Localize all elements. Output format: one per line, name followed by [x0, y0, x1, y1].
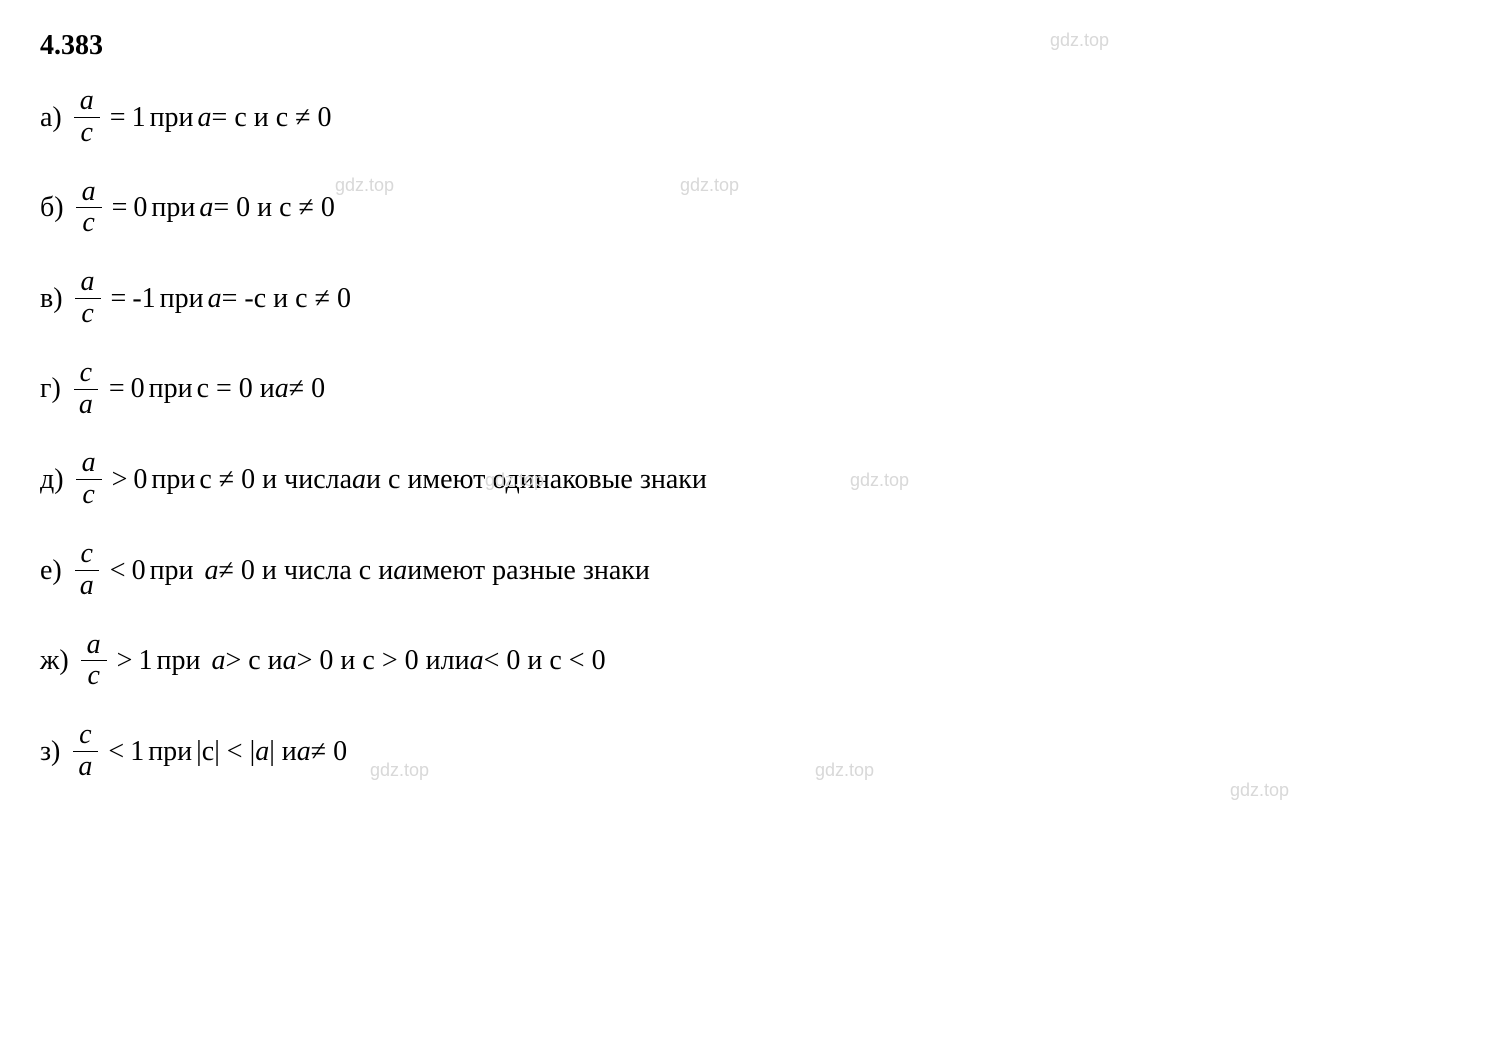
item-label-z: з)	[40, 732, 60, 771]
condition-word: при	[151, 188, 195, 227]
relation: <	[110, 551, 126, 590]
item-label-v: в)	[40, 279, 63, 318]
cond-p3: < 0 и с < 0	[484, 641, 606, 680]
cond-plain: с = 0 и	[197, 369, 275, 408]
cond-rest: = -с и с ≠ 0	[222, 279, 351, 318]
item-label-d: д)	[40, 460, 64, 499]
item-label-g: г)	[40, 369, 61, 408]
item-d: д) a с > 0 при с ≠ 0 и числа a и с имеют…	[40, 448, 1459, 511]
item-zh: ж) a с > 1 при a > с и a > 0 и с > 0 или…	[40, 630, 1459, 693]
condition-word: при	[160, 279, 204, 318]
value: 0	[133, 188, 147, 227]
cond-p2: и с имеют одинаковые знаки	[366, 460, 707, 499]
frac-den: с	[76, 208, 100, 239]
cond-p1: > с и	[225, 641, 282, 680]
frac-num: с	[74, 358, 98, 390]
cond-rest: = с и с ≠ 0	[212, 98, 332, 137]
cond-var: a	[199, 188, 213, 227]
cond-var: a	[208, 279, 222, 318]
frac-num: с	[75, 539, 99, 571]
cond-var0: a	[205, 551, 219, 590]
item-v: в) a с = -1 при a = -с и с ≠ 0	[40, 267, 1459, 330]
frac-num: a	[81, 630, 107, 662]
cond-p2: ≠ 0	[311, 732, 347, 771]
frac-den: a	[73, 390, 99, 421]
fraction-z: с a	[72, 720, 98, 783]
value: 1	[132, 98, 146, 137]
relation: >	[117, 641, 133, 680]
item-z: з) с a < 1 при |с| < | a | и a ≠ 0	[40, 720, 1459, 783]
fraction-zh: a с	[81, 630, 107, 693]
condition-word: при	[149, 369, 193, 408]
value: 1	[130, 732, 144, 771]
frac-den: с	[75, 299, 99, 330]
cond-p2: имеют разные знаки	[407, 551, 650, 590]
cond-abs1: |с| < |	[196, 732, 255, 771]
cond-var1: a	[297, 732, 311, 771]
watermark: gdz.top	[1230, 780, 1289, 801]
item-label-zh: ж)	[40, 641, 69, 680]
frac-den: с	[76, 480, 100, 511]
frac-num: a	[75, 267, 101, 299]
problem-number: 4.383	[40, 30, 1459, 62]
condition-word: при	[148, 732, 192, 771]
cond-p1: ≠ 0 и числа с и	[219, 551, 394, 590]
cond-end: ≠ 0	[289, 369, 325, 408]
cond-var1: a	[283, 641, 297, 680]
frac-num: a	[76, 448, 102, 480]
cond-var2: a	[470, 641, 484, 680]
value: 0	[132, 551, 146, 590]
relation: =	[112, 188, 128, 227]
item-label-a: а)	[40, 98, 62, 137]
frac-den: с	[75, 118, 99, 149]
cond-var0: a	[211, 641, 225, 680]
value: 0	[133, 460, 147, 499]
cond-var: a	[198, 98, 212, 137]
frac-den: a	[74, 571, 100, 602]
frac-den: с	[81, 661, 105, 692]
item-a: а) a с = 1 при a = с и с ≠ 0	[40, 86, 1459, 149]
fraction-b: a с	[76, 177, 102, 240]
value: 0	[131, 369, 145, 408]
cond-var1: a	[393, 551, 407, 590]
fraction-g: с a	[73, 358, 99, 421]
fraction-d: a с	[76, 448, 102, 511]
frac-den: a	[72, 752, 98, 783]
cond-var: a	[275, 369, 289, 408]
value: -1	[132, 279, 155, 318]
relation: =	[109, 369, 125, 408]
item-b: б) a с = 0 при a = 0 и с ≠ 0	[40, 177, 1459, 240]
item-label-e: е)	[40, 551, 62, 590]
fraction-v: a с	[75, 267, 101, 330]
frac-num: с	[73, 720, 97, 752]
condition-word: при	[150, 551, 194, 590]
cond-abs2: | и	[269, 732, 297, 771]
frac-num: a	[74, 86, 100, 118]
condition-word: при	[156, 641, 200, 680]
condition-word: при	[151, 460, 195, 499]
relation: <	[108, 732, 124, 771]
fraction-a: a с	[74, 86, 100, 149]
cond-var: a	[352, 460, 366, 499]
cond-rest: = 0 и с ≠ 0	[213, 188, 335, 227]
frac-num: a	[76, 177, 102, 209]
condition-word: при	[150, 98, 194, 137]
relation: >	[112, 460, 128, 499]
cond-var0: a	[255, 732, 269, 771]
value: 1	[138, 641, 152, 680]
relation: =	[111, 279, 127, 318]
item-label-b: б)	[40, 188, 64, 227]
relation: =	[110, 98, 126, 137]
cond-p2: > 0 и с > 0 или	[297, 641, 470, 680]
item-g: г) с a = 0 при с = 0 и a ≠ 0	[40, 358, 1459, 421]
item-e: е) с a < 0 при a ≠ 0 и числа с и a имеют…	[40, 539, 1459, 602]
cond-p1: с ≠ 0 и числа	[199, 460, 352, 499]
fraction-e: с a	[74, 539, 100, 602]
